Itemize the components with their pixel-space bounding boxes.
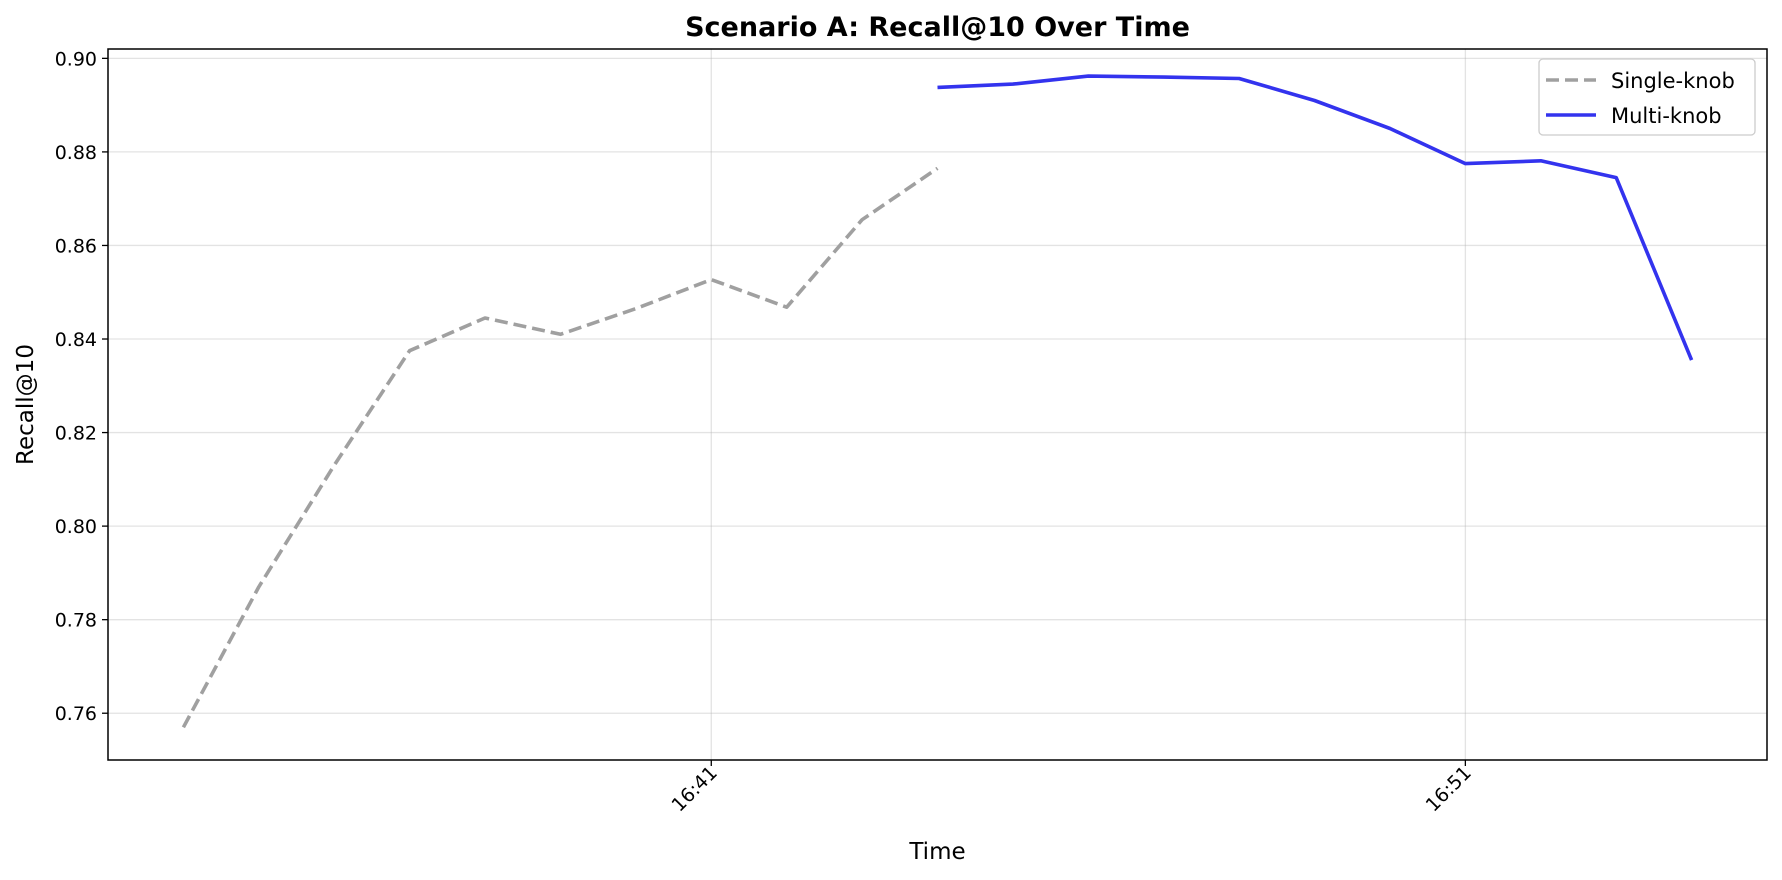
x-axis-label: Time — [908, 839, 965, 865]
y-tick-label: 0.80 — [55, 516, 97, 538]
legend-label: Multi-knob — [1611, 104, 1722, 128]
y-axis-label: Recall@10 — [13, 344, 39, 465]
y-tick-label: 0.86 — [55, 235, 97, 257]
y-tick-label: 0.90 — [55, 48, 97, 70]
plot-frame — [107, 48, 1768, 761]
series-line-single-knob — [181, 166, 939, 729]
y-tick-label: 0.78 — [55, 610, 97, 632]
legend-label: Single-knob — [1611, 69, 1735, 93]
legend: Single-knob Multi-knob — [1538, 58, 1756, 136]
series-line-multi-knob — [937, 74, 1694, 361]
y-tick-label: 0.84 — [55, 329, 97, 351]
y-tick-label: 0.76 — [55, 703, 97, 725]
grid-layer — [108, 49, 1767, 760]
y-tick-label: 0.88 — [55, 142, 97, 164]
y-tick-label: 0.82 — [55, 423, 97, 445]
chart-title: Scenario A: Recall@10 Over Time — [685, 12, 1190, 43]
series-layer — [181, 74, 1694, 729]
